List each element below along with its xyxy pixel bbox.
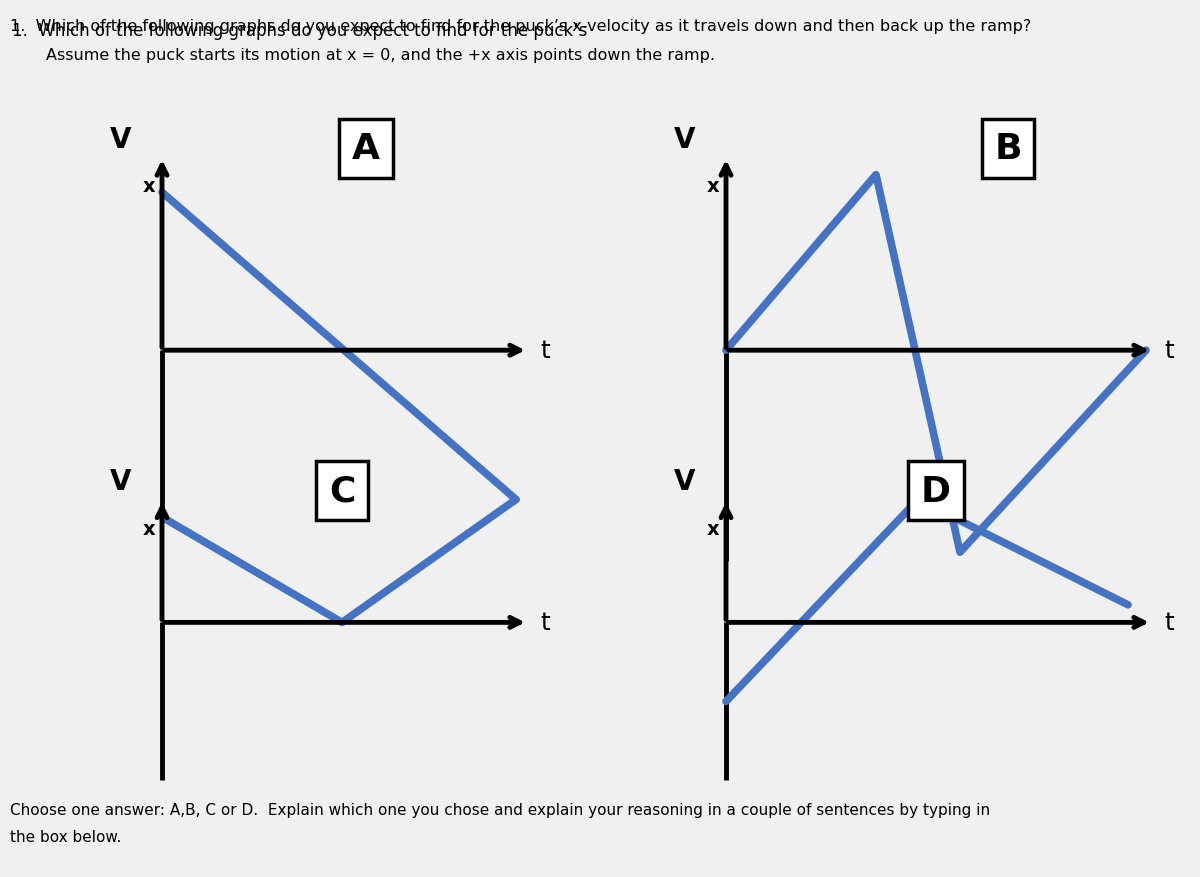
Text: $\mathbf{x}$: $\mathbf{x}$ [706, 519, 720, 538]
Text: C: C [329, 474, 355, 508]
Text: $\mathbf{V}$: $\mathbf{V}$ [673, 125, 696, 153]
Text: B: B [995, 132, 1021, 166]
Text: $\mathbf{x}$: $\mathbf{x}$ [142, 177, 156, 196]
Text: t: t [540, 610, 550, 635]
Text: $\mathbf{x}$: $\mathbf{x}$ [706, 177, 720, 196]
Text: Choose one answer: A,B, C or D.  Explain which one you chose and explain your re: Choose one answer: A,B, C or D. Explain … [10, 802, 990, 817]
Text: $\mathbf{x}$: $\mathbf{x}$ [142, 519, 156, 538]
Text: t: t [540, 339, 550, 363]
Text: t: t [1164, 610, 1174, 635]
Text: 1.  Which of the following graphs do you expect to find for the puck’s: 1. Which of the following graphs do you … [12, 22, 593, 40]
Text: 1.  Which of the following graphs do you expect to find for the puck’s x-velocit: 1. Which of the following graphs do you … [10, 19, 1031, 34]
Text: $\mathbf{V}$: $\mathbf{V}$ [673, 467, 696, 496]
Text: A: A [352, 132, 380, 166]
Text: $\mathbf{V}$: $\mathbf{V}$ [109, 125, 132, 153]
Text: the box below.: the box below. [10, 829, 121, 844]
Text: $\mathbf{V}$: $\mathbf{V}$ [109, 467, 132, 496]
Text: t: t [1164, 339, 1174, 363]
Text: D: D [922, 474, 952, 508]
Text: Assume the puck starts its motion at x = 0, and the +x axis points down the ramp: Assume the puck starts its motion at x =… [46, 48, 715, 63]
